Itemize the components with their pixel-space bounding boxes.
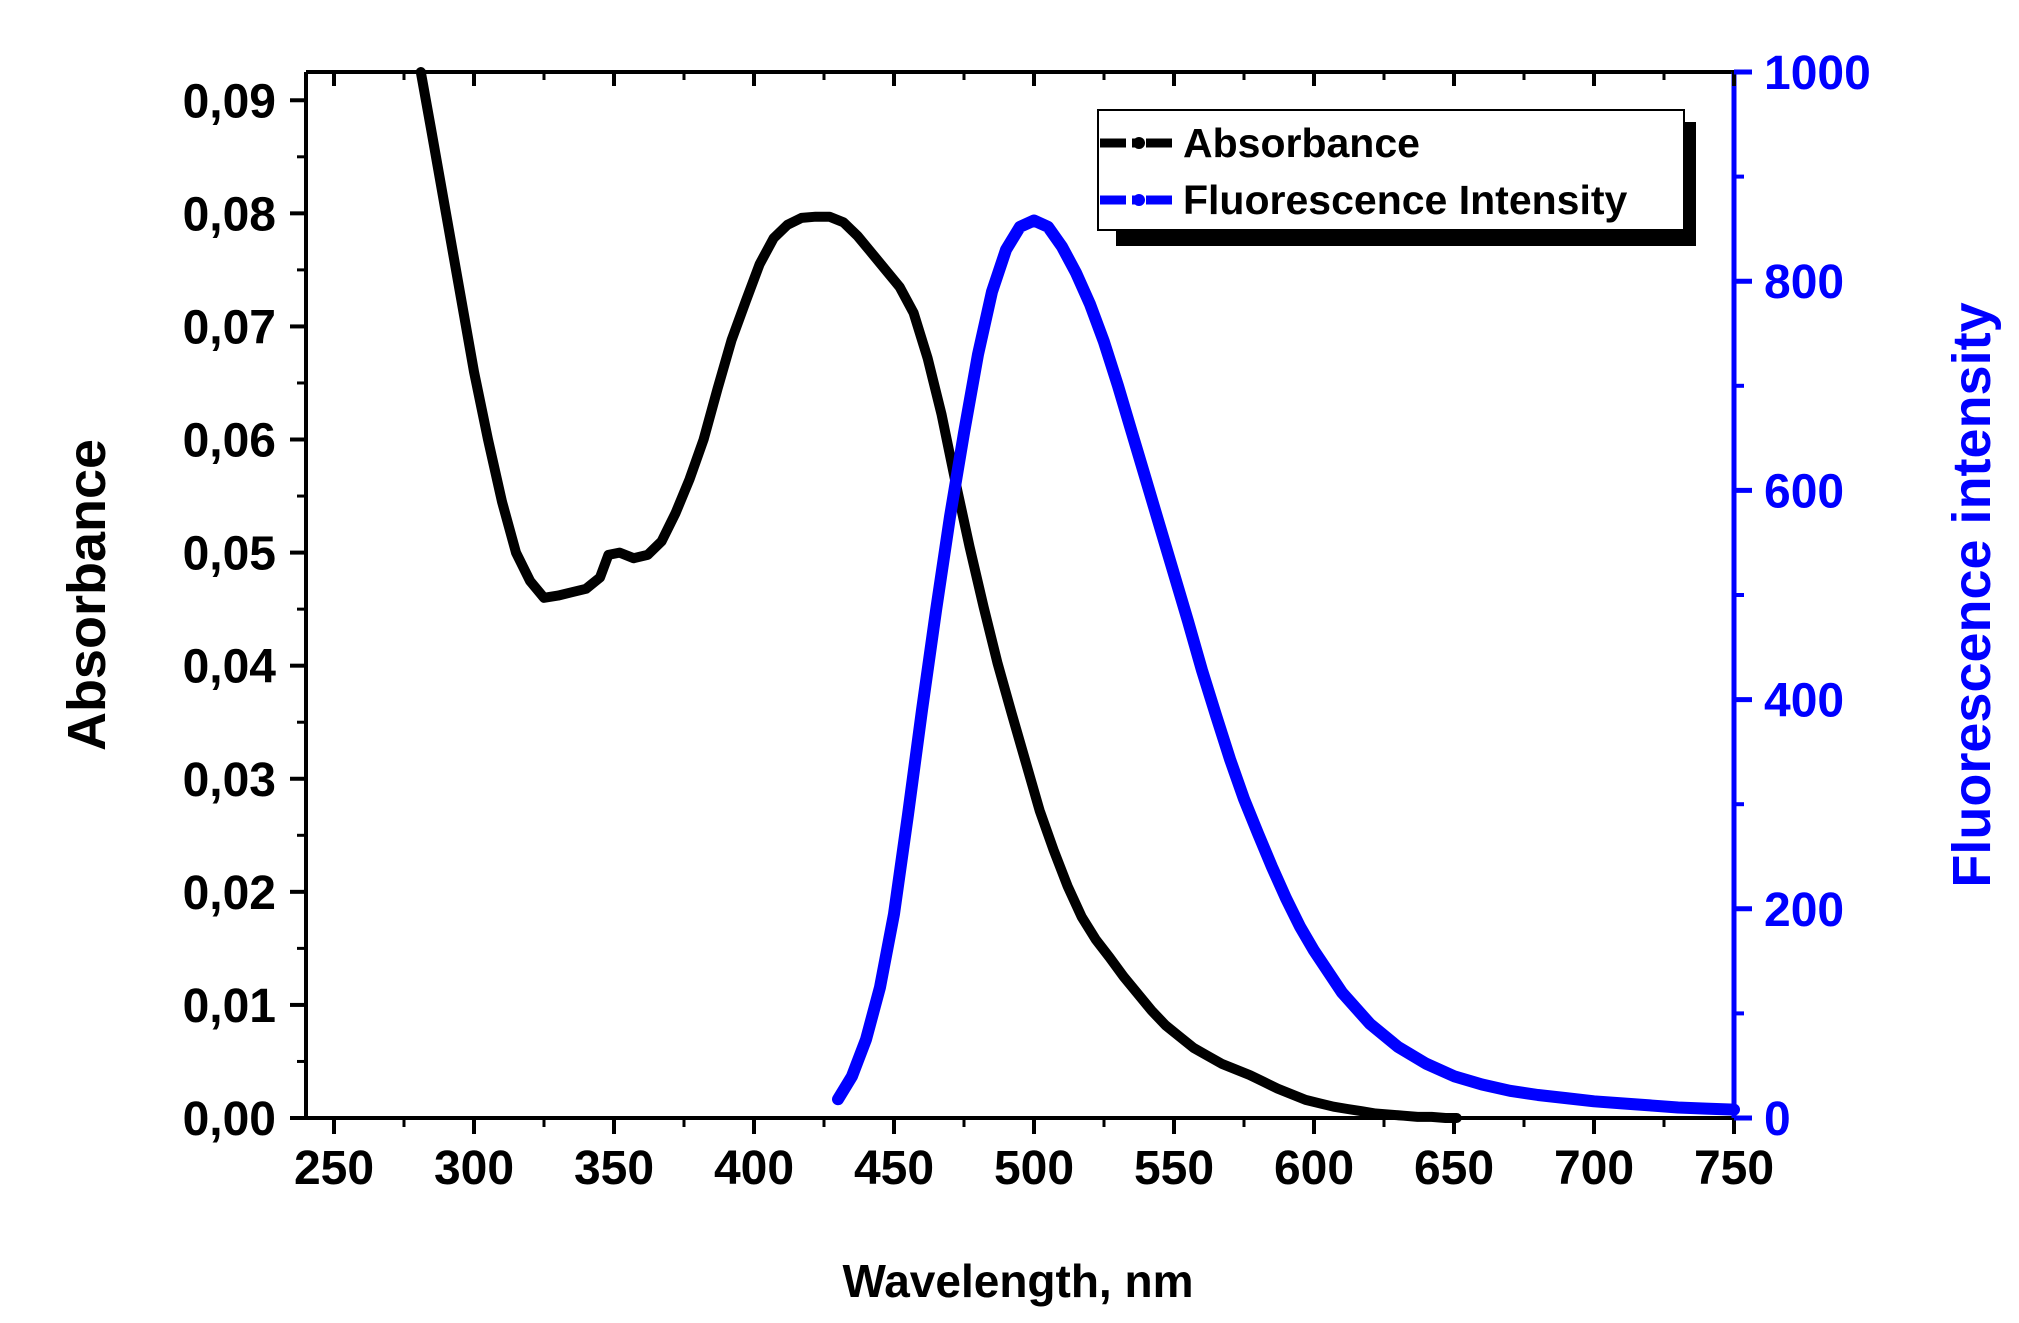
y-left-tick-label: 0,02 <box>183 867 276 920</box>
x-tick-label: 700 <box>1554 1142 1634 1195</box>
y-right-tick-label: 0 <box>1764 1093 1791 1146</box>
y-left-axis-title: Absorbance <box>57 439 117 751</box>
x-axis-title: Wavelength, nm <box>843 1255 1194 1307</box>
y-left-tick-label: 0,08 <box>183 188 276 241</box>
legend-fluorescence-marker <box>1133 194 1145 206</box>
y-left-tick-label: 0,07 <box>183 301 276 354</box>
y-right-tick-label: 800 <box>1764 256 1844 309</box>
x-tick-label: 300 <box>434 1142 514 1195</box>
x-tick-label: 650 <box>1414 1142 1494 1195</box>
legend: Absorbance Fluorescence Intensity <box>1097 109 1696 246</box>
x-tick-label: 350 <box>574 1142 654 1195</box>
absorbance-line <box>415 67 1462 1123</box>
legend-absorbance-label: Absorbance <box>1183 120 1420 166</box>
y-right-tick-label: 200 <box>1764 884 1844 937</box>
y-left-tick-label: 0,09 <box>183 75 276 128</box>
legend-fluorescence-label: Fluorescence Intensity <box>1183 177 1628 223</box>
y-right-axis-title: Fluorescence intensity <box>1942 302 2002 887</box>
x-tick-label: 550 <box>1134 1142 1214 1195</box>
axis-ticks: 250 300 350 400 450 500 550 600 650 700 750 0,00 0,0… <box>183 47 1871 1195</box>
y-left-tick-label: 0,05 <box>183 528 276 581</box>
y-left-tick-label: 0,06 <box>183 415 276 468</box>
y-right-tick-label: 600 <box>1764 465 1844 518</box>
x-tick-label: 450 <box>854 1142 934 1195</box>
y-right-tick-label: 1000 <box>1764 47 1871 100</box>
legend-box <box>1097 109 1685 231</box>
legend-absorbance-marker <box>1133 137 1145 149</box>
y-right-tick-label: 400 <box>1764 675 1844 728</box>
y-left-tick-label: 0,00 <box>183 1093 276 1146</box>
y-left-tick-label: 0,04 <box>183 641 277 694</box>
x-tick-label: 750 <box>1694 1142 1774 1195</box>
data-curves <box>415 67 1740 1123</box>
y-left-tick-label: 0,01 <box>183 980 276 1033</box>
x-tick-label: 250 <box>294 1142 374 1195</box>
y-left-tick-label: 0,03 <box>183 754 276 807</box>
x-tick-label: 600 <box>1274 1142 1354 1195</box>
x-tick-label: 500 <box>994 1142 1074 1195</box>
fluorescence-intensity-line <box>832 214 1740 1116</box>
x-tick-label: 400 <box>714 1142 794 1195</box>
